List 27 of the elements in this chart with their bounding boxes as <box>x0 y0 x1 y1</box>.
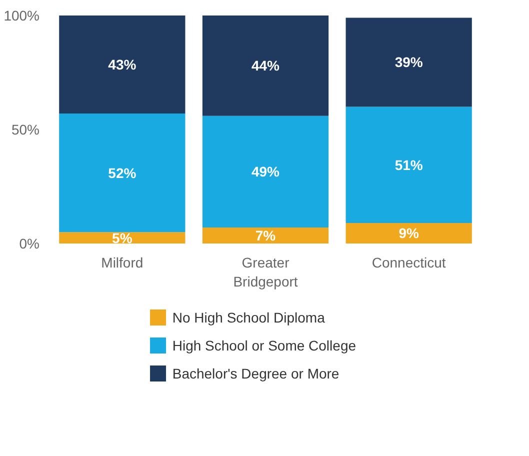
data-label: 43% <box>108 56 137 73</box>
bar <box>346 18 472 107</box>
legend-label: Bachelor's Degree or More <box>172 366 340 382</box>
data-label: 5% <box>112 230 133 246</box>
data-label: 51% <box>394 156 424 173</box>
bar <box>202 228 329 244</box>
bar <box>202 116 329 228</box>
bar <box>59 16 186 114</box>
y-tick-label: 0% <box>19 236 40 252</box>
bar <box>59 232 186 244</box>
data-label: 7% <box>255 228 276 244</box>
y-tick-label: 100% <box>4 8 40 24</box>
bar <box>59 114 186 232</box>
bar <box>346 222 472 244</box>
y-tick-label: 50% <box>11 122 40 138</box>
legend-label: High School or Some College <box>172 338 356 354</box>
x-tick-label: Milford <box>101 254 144 270</box>
bar <box>202 16 329 116</box>
legend-label: No High School Diploma <box>172 310 326 326</box>
data-label: 52% <box>108 164 137 181</box>
x-tick-label: Connecticut <box>372 254 446 270</box>
bar <box>346 106 472 223</box>
x-tick-label: Greater Bridgeport <box>233 254 298 290</box>
data-label: 9% <box>398 225 420 242</box>
data-label: 44% <box>251 58 280 74</box>
data-label: 49% <box>251 164 280 180</box>
data-label: 39% <box>394 54 424 70</box>
